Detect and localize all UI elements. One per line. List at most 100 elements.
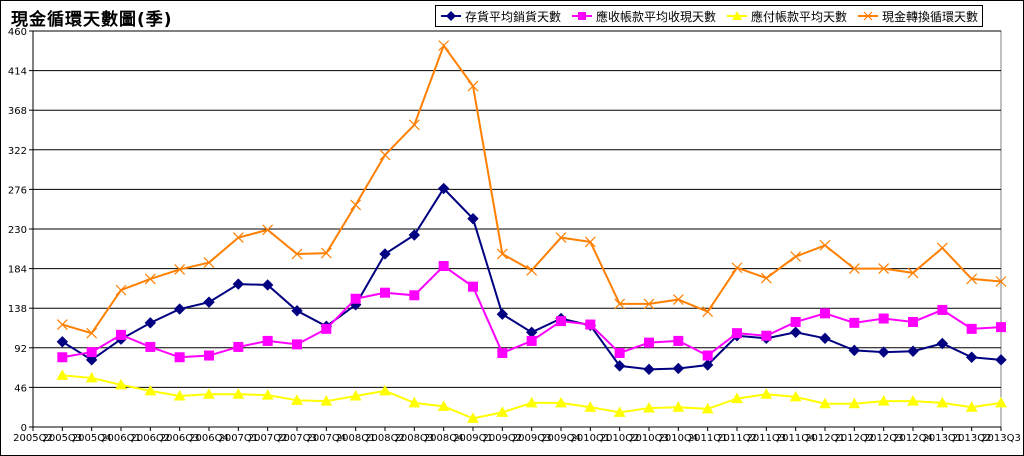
- legend-item-4: 現金轉換循環天數: [857, 8, 978, 25]
- x-tick-label: 2012Q1: [805, 433, 845, 444]
- data-point-series-3: [995, 396, 1007, 408]
- x-tick-label: 2008Q3: [394, 433, 434, 444]
- x-tick-label: 2009Q3: [512, 433, 552, 444]
- data-point-series-4: [262, 224, 274, 236]
- data-point-series-1: [701, 359, 714, 371]
- data-point-series-3: [261, 389, 274, 400]
- data-point-series-4: [379, 149, 391, 161]
- data-point-series-2: [380, 287, 390, 298]
- data-point-series-4: [790, 251, 802, 262]
- x-tick-label: 2005Q3: [42, 433, 82, 444]
- data-point-series-4: [584, 236, 596, 248]
- data-point-series-3: [525, 396, 538, 408]
- y-tick-label: 92: [14, 344, 27, 355]
- x-tick-label: 2010Q2: [600, 433, 640, 444]
- y-tick-label: 276: [8, 185, 27, 196]
- data-point-series-3: [760, 388, 773, 399]
- legend-marker-icon: [727, 11, 748, 20]
- data-point-series-2: [732, 328, 742, 339]
- legend-item-1: 存貨平均銷貨天數: [440, 8, 561, 25]
- data-point-series-1: [261, 279, 274, 291]
- data-point-series-4: [438, 40, 450, 52]
- x-tick-label: 2011Q2: [717, 433, 757, 444]
- data-point-series-1: [85, 354, 98, 366]
- data-point-series-2: [702, 350, 713, 361]
- data-point-series-4: [86, 327, 98, 339]
- x-tick-label: 2009Q2: [482, 433, 522, 444]
- data-point-series-2: [761, 330, 772, 341]
- legend-label: 現金轉換循環天數: [882, 9, 979, 24]
- x-tick-label: 2006Q3: [160, 433, 200, 444]
- x-tick-label: 2011Q1: [688, 433, 728, 444]
- data-point-series-1: [995, 354, 1007, 366]
- y-tick-label: 230: [8, 225, 27, 236]
- legend-label: 應收帳款平均收現天數: [596, 9, 717, 24]
- legend-item-3: 應付帳款平均天數: [726, 8, 847, 25]
- data-point-series-3: [173, 389, 186, 401]
- legend-item-2: 應收帳款平均收現天數: [571, 8, 716, 25]
- data-point-series-2: [790, 316, 801, 327]
- data-point-series-4: [467, 80, 479, 92]
- data-point-series-4: [614, 298, 626, 310]
- y-tick-label: 0: [21, 423, 27, 434]
- data-point-series-4: [848, 263, 860, 275]
- data-point-series-1: [379, 248, 391, 260]
- data-point-series-3: [320, 395, 333, 406]
- data-point-series-3: [203, 388, 215, 399]
- data-point-series-3: [437, 400, 450, 411]
- chart-title: 現金循環天數圖(季): [11, 10, 173, 30]
- data-point-series-2: [849, 317, 860, 328]
- data-point-series-3: [819, 397, 831, 409]
- data-point-series-3: [379, 384, 391, 396]
- data-point-series-3: [789, 390, 802, 402]
- data-point-series-4: [291, 248, 303, 260]
- data-point-series-2: [145, 341, 156, 352]
- x-tick-label: 2013Q1: [922, 433, 962, 444]
- x-tick-label: 2010Q4: [658, 433, 698, 444]
- data-point-series-2: [966, 323, 977, 334]
- x-tick-label: 2012Q3: [864, 433, 904, 444]
- x-tick-label: 2008Q1: [336, 433, 376, 444]
- x-tick-label: 2006Q4: [189, 433, 229, 444]
- data-point-series-2: [937, 304, 948, 315]
- data-point-series-1: [907, 345, 919, 357]
- x-tick-label: 2013Q3: [981, 433, 1021, 444]
- data-point-series-2: [86, 347, 97, 358]
- data-point-series-4: [731, 262, 743, 274]
- data-point-series-4: [819, 239, 831, 251]
- data-point-series-1: [467, 212, 479, 225]
- x-tick-label: 2005Q2: [13, 433, 53, 444]
- data-point-series-1: [789, 326, 802, 339]
- x-tick-label: 2007Q4: [306, 433, 346, 444]
- data-point-series-2: [292, 339, 302, 350]
- data-point-series-2: [673, 335, 684, 346]
- data-point-series-3: [731, 392, 743, 404]
- data-point-series-3: [144, 384, 157, 396]
- data-point-series-4: [555, 232, 567, 244]
- data-point-series-3: [613, 406, 626, 417]
- y-tick-label: 322: [8, 146, 27, 157]
- data-point-series-3: [701, 402, 714, 414]
- data-point-series-3: [936, 396, 949, 408]
- y-tick-label: 460: [8, 27, 27, 38]
- data-point-series-2: [996, 322, 1006, 333]
- data-point-series-4: [760, 272, 772, 284]
- data-point-series-4: [232, 232, 244, 244]
- data-point-series-4: [995, 276, 1007, 287]
- legend-marker-icon: [572, 12, 593, 20]
- data-point-series-1: [613, 360, 626, 372]
- data-point-series-1: [144, 317, 157, 329]
- data-point-series-1: [232, 278, 245, 290]
- data-point-series-4: [496, 248, 508, 260]
- data-point-series-3: [115, 378, 127, 390]
- data-point-series-2: [614, 347, 625, 358]
- x-tick-label: 2010Q1: [570, 433, 610, 444]
- data-point-series-3: [877, 395, 890, 406]
- data-point-series-1: [437, 182, 450, 195]
- data-point-series-4: [907, 267, 919, 279]
- data-point-series-1: [877, 346, 890, 358]
- data-point-series-3: [232, 388, 245, 399]
- data-point-series-2: [644, 337, 654, 348]
- x-tick-label: 2012Q2: [834, 433, 874, 444]
